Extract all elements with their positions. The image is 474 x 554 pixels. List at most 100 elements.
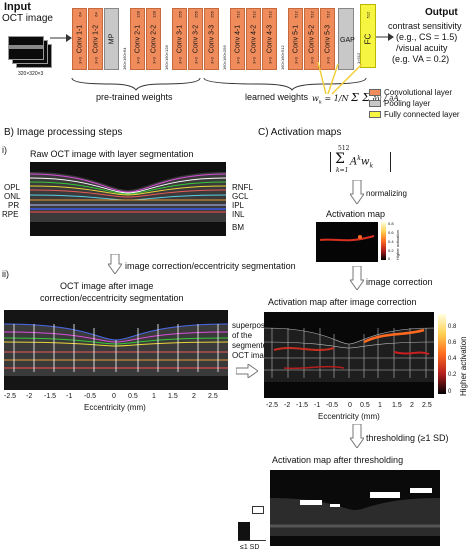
gradient-lines bbox=[317, 61, 363, 95]
activation-map-title: Activation map bbox=[326, 209, 386, 219]
input-size: 320×320×3 bbox=[18, 71, 44, 77]
pretrained-label: pre-trained weights bbox=[96, 92, 173, 102]
corrected-title-1: OCT image after image bbox=[60, 281, 154, 291]
step-label-1: image correction/eccentricity segmentati… bbox=[125, 261, 296, 271]
large-colorbar bbox=[438, 314, 446, 394]
network: Conv 1-1 64 3×3 Conv 1-2 64 3×3 MP 160×160×6… bbox=[72, 0, 372, 110]
b-tick: 0.5 bbox=[128, 393, 138, 400]
layer-label-pr: PR bbox=[8, 201, 20, 210]
c-arrow-1 bbox=[350, 180, 364, 204]
c-tick: -2.5 bbox=[266, 402, 279, 409]
input-arrow bbox=[50, 34, 72, 42]
superpos-arrow bbox=[236, 364, 258, 378]
dim-256: 160×160×256 bbox=[222, 45, 227, 70]
input-title: Input bbox=[4, 1, 31, 13]
superpos-3: segmented bbox=[232, 341, 272, 350]
block-conv-3-3: Conv 3-3 256 3×3 bbox=[204, 8, 219, 70]
block-conv-5-1: Conv 5-1 512 3×3 bbox=[288, 8, 303, 70]
block-conv-2-2: Conv 2-2 128 3×3 bbox=[146, 8, 161, 70]
block-conv-1-1: Conv 1-1 64 3×3 bbox=[72, 8, 87, 70]
superpos-4: OCT image bbox=[232, 351, 273, 360]
after-threshold-title: Activation map after thresholding bbox=[272, 455, 404, 465]
output-line3: /visual acuity bbox=[396, 43, 448, 53]
after-correction-title: Activation map after image correction bbox=[268, 297, 417, 307]
raw-oct-image bbox=[30, 162, 226, 236]
layer-label-opl: OPL bbox=[4, 183, 21, 192]
input-subtitle: OCT image bbox=[2, 13, 53, 24]
corrected-oct-image bbox=[4, 310, 228, 390]
c-tick: 1.5 bbox=[392, 402, 402, 409]
legend-label-fc: Fully connected layer bbox=[384, 110, 460, 119]
activation-map-corrected bbox=[264, 312, 434, 398]
corrected-title-2: correction/eccentricity segmentation bbox=[40, 293, 184, 303]
b-tick: -1 bbox=[66, 393, 73, 400]
c-tick: -1.5 bbox=[296, 402, 309, 409]
large-higher-label: Higher activation bbox=[459, 336, 468, 396]
b-tick: 1.5 bbox=[168, 393, 178, 400]
block-conv-4-3: Conv 4-3 512 3×3 bbox=[262, 8, 277, 70]
layer-label-rpe: RPE bbox=[2, 210, 19, 219]
b-tick: 0 bbox=[112, 393, 116, 400]
layer-label-bm: BM bbox=[232, 223, 244, 232]
b-tick: -2 bbox=[26, 393, 33, 400]
output-line2: (e.g., CS = 1.5) bbox=[396, 32, 458, 42]
section-b-title: B) Image processing steps bbox=[4, 127, 123, 138]
block-maxpool: MP bbox=[104, 8, 119, 70]
dim-512: 160×160×512 bbox=[280, 45, 285, 70]
block-conv-3-2: Conv 3-2 256 3×3 bbox=[188, 8, 203, 70]
corrected-oct-layers bbox=[4, 310, 228, 390]
b-tick: -0.5 bbox=[84, 393, 97, 400]
c-arrow-2 bbox=[350, 266, 364, 290]
b-tick: 2 bbox=[192, 393, 196, 400]
sd-label: ≤1 SD bbox=[240, 544, 260, 551]
activation-formula: 512 Σ k=1 Akwk bbox=[330, 146, 400, 176]
section-b-i: i) bbox=[2, 145, 7, 155]
weight-braces bbox=[71, 77, 367, 91]
dim-128: 160×160×128 bbox=[164, 45, 169, 70]
b-tick: 2.5 bbox=[208, 393, 218, 400]
c-arrow-3 bbox=[350, 424, 364, 448]
small-cbar-tick: 0.8 bbox=[388, 221, 394, 226]
c-tick: -2 bbox=[284, 402, 291, 409]
raw-oct-layers bbox=[30, 162, 226, 236]
superpos-1: superposition bbox=[232, 321, 280, 330]
block-gap: GAP bbox=[338, 8, 355, 70]
c-tick: 0 bbox=[348, 402, 352, 409]
block-conv-5-2: Conv 5-2 512 3×3 bbox=[304, 8, 319, 70]
activation-map-thresholded bbox=[270, 470, 440, 546]
superpos-2: of the bbox=[232, 331, 253, 340]
legend-label-conv: Convolutional layer bbox=[384, 88, 453, 97]
large-cbar-tick: 0.2 bbox=[448, 372, 457, 378]
block-conv-1-2: Conv 1-2 64 3×3 bbox=[88, 8, 103, 70]
small-higher-label: Higher activation bbox=[395, 230, 400, 260]
b-tick: 1 bbox=[152, 393, 156, 400]
legend-swatch-fc bbox=[369, 111, 381, 118]
layer-label-gcl: GCL bbox=[232, 192, 249, 201]
c-tick: -1 bbox=[314, 402, 321, 409]
learned-label: learned weights bbox=[245, 92, 309, 102]
small-cbar-tick: 0 bbox=[388, 256, 391, 261]
legend-swatch-pool bbox=[369, 100, 381, 107]
c-tick: 0.5 bbox=[360, 402, 370, 409]
block-fc: FC 512 bbox=[360, 4, 376, 68]
legend-label-pool: Pooling layer bbox=[384, 99, 431, 108]
fc-arrow bbox=[376, 33, 394, 41]
section-b-ii: ii) bbox=[2, 269, 9, 279]
block-conv-5-3: Conv 5-3 512 3×3 bbox=[320, 8, 335, 70]
large-cbar-tick: 0.6 bbox=[448, 340, 457, 346]
threshold-legend bbox=[238, 506, 268, 546]
step-arrow-1 bbox=[108, 254, 122, 274]
large-cbar-tick: 0.8 bbox=[448, 324, 457, 330]
step-label-3: thresholding (≥1 SD) bbox=[366, 433, 449, 443]
b-tick: -2.5 bbox=[4, 393, 17, 400]
section-c-title: C) Activation maps bbox=[258, 127, 342, 138]
output-line4: (e.g. VA = 0.2) bbox=[392, 54, 450, 64]
wk-formula: wk = 1/N Σ Σ ∂y / ∂A bbox=[312, 91, 399, 106]
step-label-2: image correction bbox=[366, 277, 433, 287]
dim-64: 160×160×64 bbox=[122, 47, 127, 70]
b-xlabel: Eccentricity (mm) bbox=[84, 403, 146, 412]
output-title: Output bbox=[425, 7, 458, 18]
layer-label-inl: INL bbox=[232, 210, 245, 219]
layer-label-ipl: IPL bbox=[232, 201, 245, 210]
b-tick: -1.5 bbox=[44, 393, 57, 400]
